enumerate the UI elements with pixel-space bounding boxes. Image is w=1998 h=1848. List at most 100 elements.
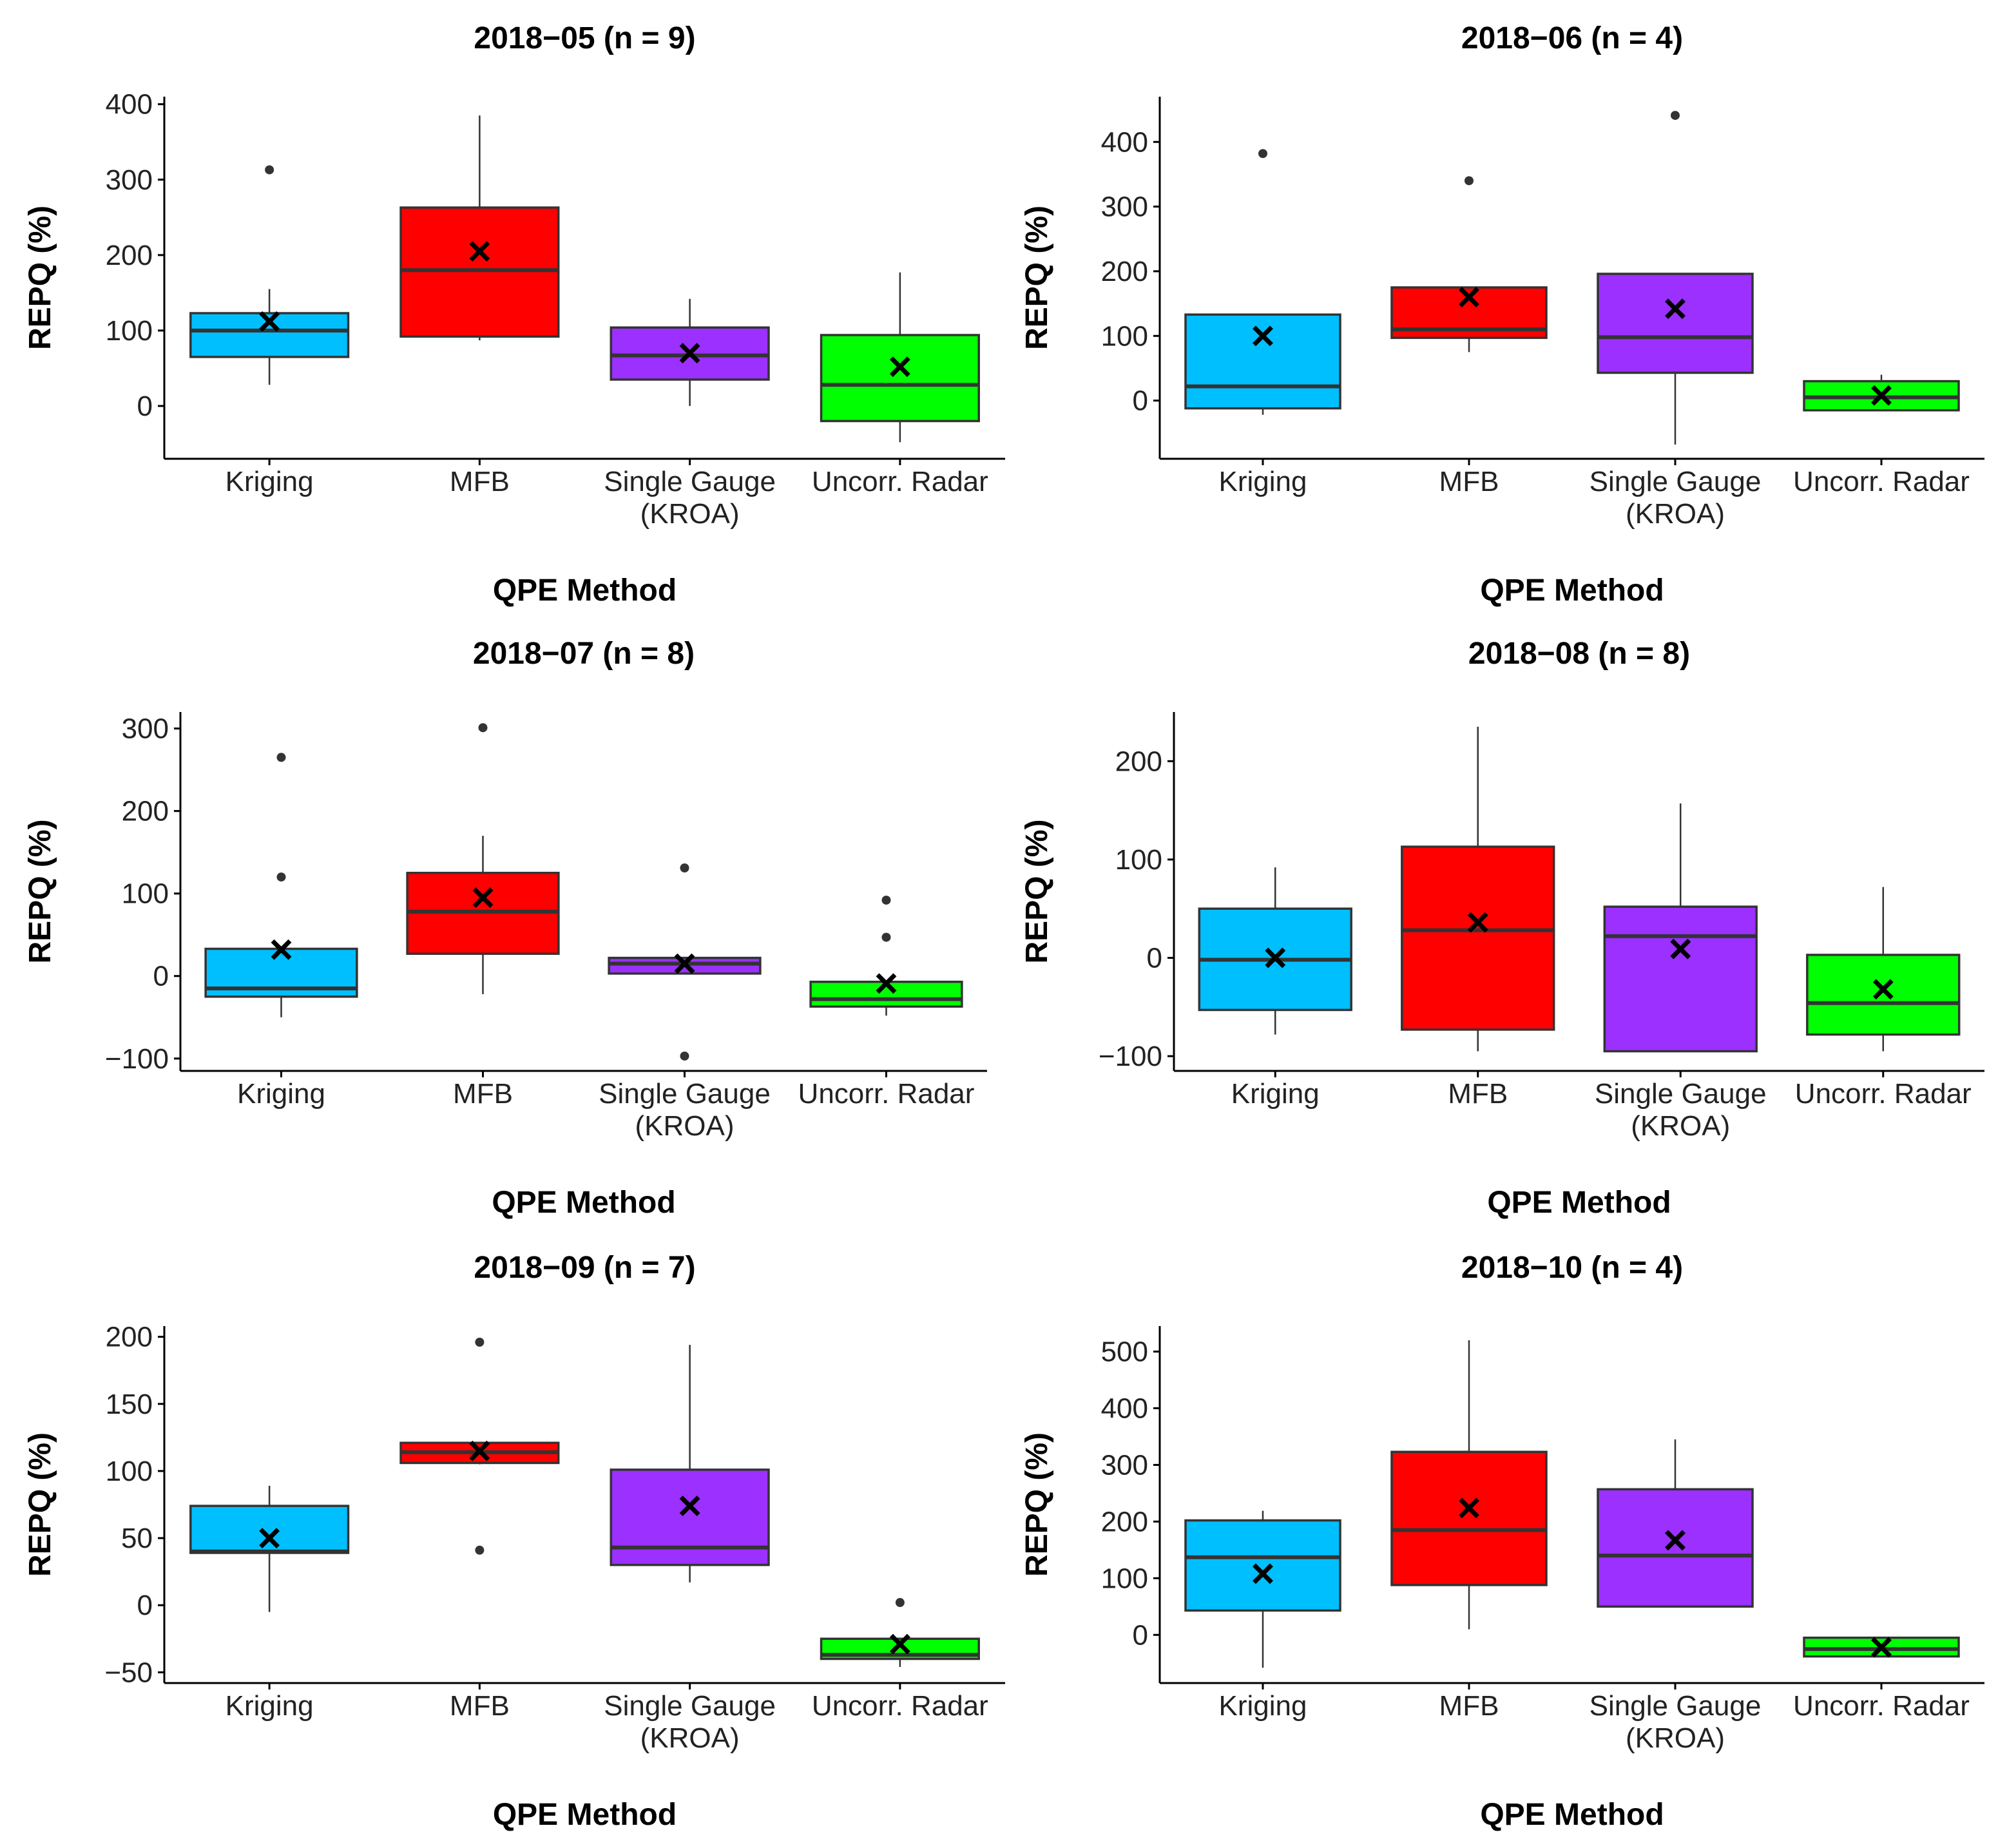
mean-marker-stroke — [1665, 298, 1686, 320]
x-tick-label: (KROA) — [1631, 1110, 1730, 1142]
y-axis-title: REPQ (%) — [1020, 1432, 1054, 1577]
iqr-box — [1597, 273, 1754, 374]
y-tick-label: 0 — [1133, 385, 1148, 417]
x-tick-label: (KROA) — [635, 1110, 735, 1142]
x-tick-label: MFB — [1448, 1078, 1508, 1110]
box-uncorr-radar — [820, 1598, 980, 1668]
y-tick-label: 200 — [106, 240, 153, 271]
iqr-box — [1390, 1450, 1548, 1586]
mean-marker-stroke — [876, 973, 897, 994]
x-tick-label: Kriging — [1219, 466, 1307, 497]
box-mfb — [1390, 1340, 1548, 1630]
mean-marker-stroke — [469, 241, 490, 262]
iqr-box — [189, 312, 350, 358]
chart-title: 2018−10 (n = 4) — [1461, 1251, 1683, 1285]
outlier-point — [475, 1545, 485, 1555]
chart-title: 2018−09 (n = 7) — [474, 1251, 695, 1285]
mean-marker-stroke — [679, 1496, 700, 1517]
box-mfb — [399, 1337, 560, 1555]
x-axis-title: QPE Method — [493, 573, 677, 608]
y-tick-label: 100 — [1101, 320, 1148, 352]
box-kriging — [1184, 1510, 1341, 1668]
x-tick-label: Uncorr. Radar — [812, 1690, 988, 1722]
mean-marker — [1459, 287, 1479, 308]
x-tick-label: MFB — [450, 1690, 510, 1722]
chart-panel-2: 2018−06 (n = 4) 0 100 200 300 400 Kriging MFB Si… — [1020, 21, 1984, 608]
mean-marker — [679, 1496, 700, 1517]
x-tick-label: Single Gauge — [599, 1078, 771, 1110]
box-single-gauge-kroa- — [608, 863, 762, 1061]
mean-marker-stroke — [674, 953, 695, 974]
mean-marker — [1665, 1530, 1686, 1551]
outlier-point — [895, 1598, 905, 1608]
mean-marker — [679, 343, 700, 364]
y-tick-label: 200 — [122, 796, 169, 827]
mean-marker-stroke — [1670, 938, 1691, 959]
y-tick-label: 0 — [1147, 943, 1162, 974]
mean-marker-stroke — [889, 1633, 910, 1655]
chart-panel-1: 2018−05 (n = 9) 0 100 200 300 400 Kriging MFB Si… — [23, 21, 1005, 608]
x-tick-label: MFB — [1439, 466, 1499, 497]
y-tick-label: 300 — [1101, 191, 1148, 223]
mean-marker — [1871, 385, 1892, 406]
y-tick-label: 0 — [137, 390, 153, 422]
outlier-point — [265, 165, 274, 175]
chart-panel-3: 2018−07 (n = 8) −100 0 100 200 300 Kriging MFB S… — [23, 637, 987, 1220]
x-tick-label: Single Gauge — [604, 466, 776, 497]
box-kriging — [189, 1485, 350, 1612]
mean-marker-stroke — [1459, 287, 1479, 308]
box-mfb — [406, 723, 560, 994]
x-axis-title: QPE Method — [492, 1186, 675, 1220]
mean-marker-stroke — [469, 1440, 490, 1461]
y-tick-label: 0 — [153, 961, 169, 992]
mean-marker — [1872, 979, 1894, 1000]
x-tick-label: Kriging — [237, 1078, 325, 1110]
iqr-box — [189, 1505, 350, 1554]
mean-marker-stroke — [1459, 1497, 1479, 1519]
box-mfb — [1390, 176, 1548, 352]
x-tick-label: Single Gauge — [1590, 1690, 1762, 1722]
y-tick-label: 0 — [1133, 1619, 1148, 1651]
y-tick-label: 300 — [106, 164, 153, 196]
mean-marker-stroke — [472, 887, 494, 909]
box-single-gauge-kroa- — [1597, 1439, 1754, 1608]
iqr-box — [1184, 1519, 1341, 1612]
x-tick-label: Uncorr. Radar — [798, 1078, 975, 1110]
y-tick-label: 500 — [1101, 1336, 1148, 1368]
iqr-box — [1184, 313, 1341, 410]
iqr-box — [1603, 905, 1758, 1053]
x-tick-label: MFB — [453, 1078, 513, 1110]
x-tick-label: MFB — [450, 466, 510, 497]
mean-marker-stroke — [1467, 912, 1488, 933]
mean-marker — [1665, 298, 1686, 320]
mean-marker — [469, 1440, 490, 1461]
box-uncorr-radar — [1803, 1636, 1960, 1658]
outlier-point — [276, 753, 286, 762]
mean-marker — [674, 953, 695, 974]
box-kriging — [1198, 867, 1352, 1035]
x-tick-label: Uncorr. Radar — [1793, 466, 1970, 497]
x-tick-label: MFB — [1439, 1690, 1499, 1722]
mean-marker-stroke — [259, 1528, 280, 1549]
box-single-gauge-kroa- — [610, 1345, 770, 1583]
mean-marker — [259, 1528, 280, 1549]
y-tick-label: 400 — [1101, 1393, 1148, 1425]
y-tick-label: −100 — [1099, 1041, 1162, 1072]
chart-title: 2018−08 (n = 8) — [1468, 637, 1690, 671]
y-axis-title: REPQ (%) — [1020, 819, 1054, 963]
mean-marker — [1265, 947, 1286, 968]
y-tick-label: 400 — [1101, 126, 1148, 158]
y-tick-label: 100 — [106, 315, 153, 347]
mean-marker — [889, 356, 910, 378]
y-tick-label: 100 — [1115, 844, 1162, 876]
x-tick-label: Kriging — [226, 1690, 314, 1722]
mean-marker — [472, 887, 494, 909]
x-axis-title: QPE Method — [1480, 1798, 1664, 1832]
chart-panel-4: 2018−08 (n = 8) −100 0 100 200 Kriging MFB Sing… — [1020, 637, 1984, 1220]
x-tick-label: (KROA) — [1626, 1722, 1725, 1754]
y-tick-label: 100 — [122, 878, 169, 910]
box-kriging — [189, 165, 350, 385]
x-tick-label: Uncorr. Radar — [812, 466, 988, 497]
mean-marker-stroke — [1871, 385, 1892, 406]
